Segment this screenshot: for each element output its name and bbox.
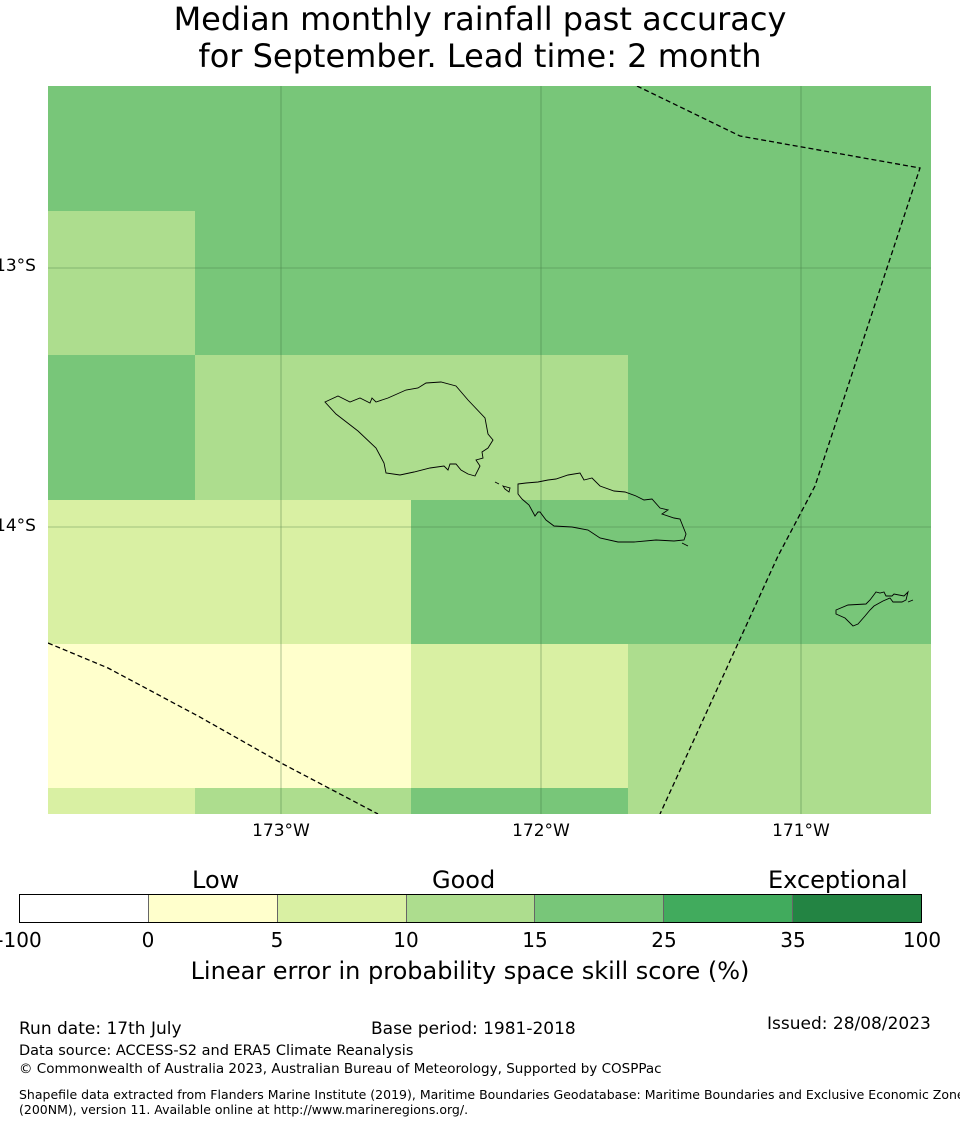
maritime-boundary [48, 86, 921, 814]
skill-cell [48, 355, 195, 500]
colorbar-segment [535, 895, 665, 922]
run-date: Run date: 17th July [19, 1019, 182, 1039]
skill-cell [48, 211, 195, 355]
skill-cell [628, 788, 844, 814]
skill-cell [195, 86, 411, 211]
lat-label-13s: 13°S [0, 256, 36, 276]
skill-cell [844, 500, 931, 644]
colorbar [19, 894, 922, 923]
colorbar-segment [793, 895, 922, 922]
colorbar-tick-label: 25 [651, 928, 677, 952]
colorbar-segment [20, 895, 149, 922]
colorbar-segment [277, 895, 407, 922]
colorbar-segment [406, 895, 536, 922]
upolu-east-islet [681, 542, 689, 547]
colorbar-tick-label: -100 [0, 928, 42, 952]
skill-cell [411, 86, 628, 211]
colorbar-segment [664, 895, 794, 922]
lon-label-173w: 173°W [252, 821, 310, 841]
shapefile-credit-line-1: Shapefile data extracted from Flanders M… [19, 1087, 960, 1102]
skill-cell [411, 500, 628, 644]
skill-cell [844, 355, 931, 500]
lat-label-14s: 14°S [0, 516, 36, 536]
colorbar-title: Linear error in probability space skill … [190, 957, 750, 985]
skill-cell [628, 211, 844, 355]
colorbar-segment [148, 895, 278, 922]
colorbar-tick-label: 15 [522, 928, 548, 952]
tutuila-island [835, 590, 909, 627]
skill-cell [628, 500, 844, 644]
skill-cell [411, 644, 628, 788]
legend-category-low: Low [192, 866, 240, 894]
skill-cell [628, 644, 844, 788]
colorbar-tick-label: 5 [270, 928, 284, 952]
colorbar-tick-label: 100 [902, 928, 942, 952]
skill-cell [844, 788, 931, 814]
colorbar-tick-label: 10 [393, 928, 419, 952]
issued-date: Issued: 28/08/2023 [767, 1014, 931, 1034]
skill-cell [48, 500, 195, 644]
skill-cell [195, 355, 411, 500]
coastlines [324, 381, 914, 627]
skill-cell [844, 644, 931, 788]
legend-category-exceptional: Exceptional [768, 866, 908, 894]
skill-cell [628, 86, 844, 211]
skill-cell [411, 211, 628, 355]
aunuu-islet [907, 599, 914, 603]
apolima-island [494, 481, 500, 485]
lon-label-171w: 171°W [772, 821, 830, 841]
map-title-line-1: Median monthly rainfall past accuracy [173, 0, 787, 38]
graticule [48, 86, 931, 814]
legend-category-good: Good [432, 866, 496, 894]
lon-label-172w: 172°W [512, 821, 570, 841]
skill-cell [48, 644, 195, 788]
map-title-line-2: for September. Lead time: 2 month [198, 37, 762, 75]
skill-cell [844, 211, 931, 355]
data-source: Data source: ACCESS-S2 and ERA5 Climate … [19, 1043, 414, 1059]
manono-island [501, 485, 511, 493]
colorbar-tick-label: 0 [141, 928, 155, 952]
skill-map [48, 86, 931, 814]
skill-cell [411, 355, 628, 500]
base-period: Base period: 1981-2018 [371, 1019, 576, 1039]
copyright: © Commonwealth of Australia 2023, Austra… [19, 1061, 662, 1077]
skill-cell [628, 355, 844, 500]
shapefile-credit-line-2: (200NM), version 11. Available online at… [19, 1102, 469, 1117]
upolu-island [517, 472, 687, 543]
skill-grid [48, 86, 931, 814]
skill-cell [195, 211, 411, 355]
skill-cell [195, 788, 411, 814]
colorbar-tick-label: 35 [780, 928, 806, 952]
savaii-island [324, 381, 494, 477]
skill-cell [844, 86, 931, 211]
skill-cell [48, 788, 195, 814]
skill-cell [48, 86, 195, 211]
skill-cell [195, 500, 411, 644]
skill-cell [411, 788, 628, 814]
skill-cell [195, 644, 411, 788]
